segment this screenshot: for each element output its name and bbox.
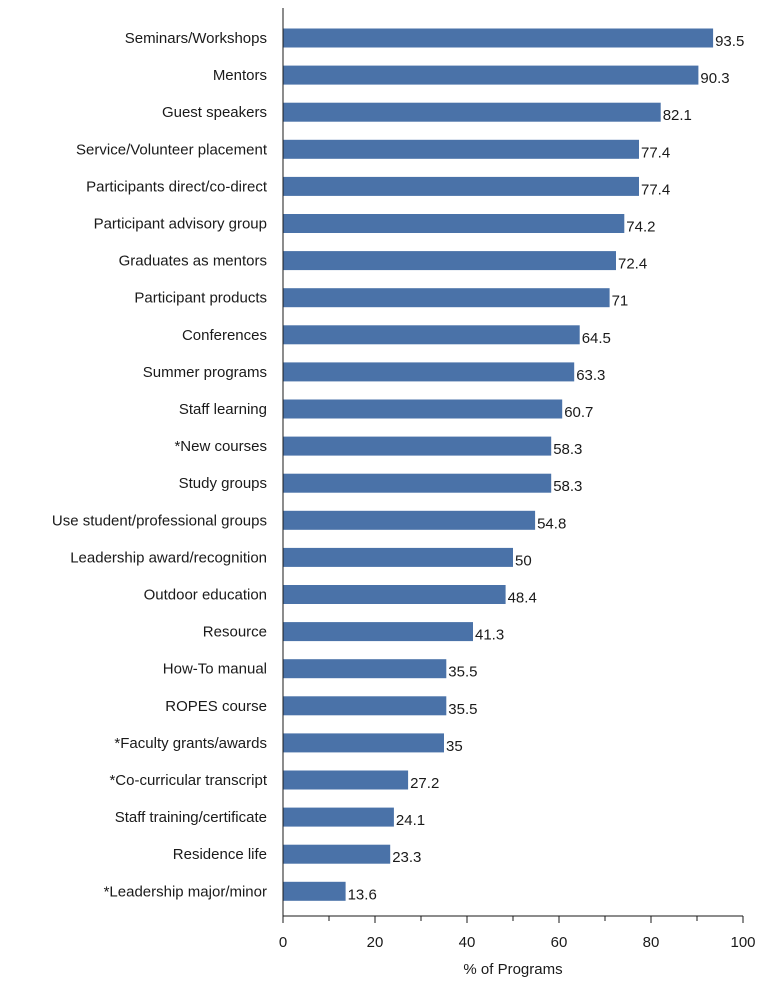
value-label-2: 82.1 — [663, 107, 692, 124]
bar-6 — [283, 251, 616, 271]
category-label-16: Resource — [203, 624, 267, 641]
category-label-8: Conferences — [182, 327, 267, 344]
category-label-4: Participants direct/co-direct — [86, 178, 268, 195]
bar-14 — [283, 547, 513, 567]
value-label-22: 23.3 — [392, 849, 421, 866]
bar-5 — [283, 214, 625, 233]
category-label-18: ROPES course — [165, 698, 267, 715]
category-label-1: Mentors — [213, 67, 267, 84]
category-label-10: Staff learning — [179, 401, 267, 418]
value-label-9: 63.3 — [576, 367, 605, 384]
bar-0 — [283, 28, 714, 48]
x-axis-title: % of Programs — [463, 961, 562, 978]
x-tick-label-80: 80 — [643, 934, 660, 951]
x-ticks-group: 0 20 40 60 80 100 — [279, 916, 756, 951]
category-label-17: How-To manual — [163, 661, 267, 678]
value-label-23: 13.6 — [348, 886, 377, 903]
category-label-14: Leadership award/recognition — [70, 549, 267, 566]
category-label-23: *Leadership major/minor — [104, 883, 267, 900]
value-label-8: 64.5 — [582, 330, 611, 347]
category-label-6: Graduates as mentors — [119, 253, 267, 270]
category-label-20: *Co-curricular transcript — [109, 772, 267, 789]
bar-1 — [283, 65, 699, 85]
bar-13 — [283, 510, 536, 530]
value-label-5: 74.2 — [626, 219, 655, 236]
value-label-1: 90.3 — [700, 70, 729, 87]
value-label-14: 50 — [515, 552, 532, 569]
value-label-11: 58.3 — [553, 441, 582, 458]
value-label-15: 48.4 — [508, 590, 537, 607]
bar-2 — [283, 102, 661, 122]
value-label-13: 54.8 — [537, 515, 566, 532]
value-label-19: 35 — [446, 738, 463, 755]
bar-3 — [283, 139, 639, 159]
value-label-20: 27.2 — [410, 775, 439, 792]
bar-23 — [283, 881, 346, 901]
bars-group — [283, 28, 714, 901]
value-labels-group: 93.5 90.3 82.1 77.4 77.4 74.2 72.4 71 64.5 63.3 60… — [348, 33, 745, 903]
category-label-15: Outdoor education — [144, 587, 267, 604]
value-label-7: 71 — [612, 293, 629, 310]
bar-4 — [283, 176, 639, 196]
bar-22 — [283, 844, 391, 864]
value-label-6: 72.4 — [618, 256, 647, 273]
bar-11 — [283, 436, 552, 456]
category-label-12: Study groups — [179, 475, 267, 492]
bar-20 — [283, 770, 409, 790]
category-label-9: Summer programs — [143, 364, 267, 381]
category-label-3: Service/Volunteer placement — [76, 141, 268, 158]
bar-19 — [283, 733, 444, 753]
value-label-17: 35.5 — [448, 664, 477, 681]
value-label-12: 58.3 — [553, 478, 582, 495]
x-tick-label-20: 20 — [367, 934, 384, 951]
bar-18 — [283, 696, 447, 716]
x-tick-label-40: 40 — [459, 934, 476, 951]
category-label-2: Guest speakers — [162, 104, 267, 121]
value-label-3: 77.4 — [641, 144, 670, 161]
category-label-19: *Faculty grants/awards — [114, 735, 267, 752]
x-tick-label-0: 0 — [279, 934, 287, 951]
category-label-11: *New courses — [174, 438, 267, 455]
bar-15 — [283, 585, 506, 604]
category-label-13: Use student/professional groups — [52, 512, 267, 529]
bar-10 — [283, 399, 563, 419]
category-label-7: Participant products — [134, 290, 267, 307]
category-labels-group: Seminars/Workshops Mentors Guest speakers S… — [52, 30, 268, 900]
value-label-18: 35.5 — [448, 701, 477, 718]
bar-21 — [283, 807, 394, 827]
bar-8 — [283, 325, 580, 345]
x-tick-label-60: 60 — [551, 934, 568, 951]
category-label-5: Participant advisory group — [94, 216, 267, 233]
value-label-10: 60.7 — [564, 404, 593, 421]
value-label-16: 41.3 — [475, 627, 504, 644]
category-label-0: Seminars/Workshops — [125, 30, 267, 47]
bar-7 — [283, 288, 610, 308]
category-label-22: Residence life — [173, 846, 267, 863]
x-tick-label-100: 100 — [730, 934, 755, 951]
bar-9 — [283, 362, 575, 382]
category-label-21: Staff training/certificate — [115, 809, 267, 826]
bar-16 — [283, 622, 473, 642]
bar-17 — [283, 659, 447, 679]
bar-12 — [283, 473, 552, 493]
value-label-4: 77.4 — [641, 181, 670, 198]
value-label-21: 24.1 — [396, 812, 425, 829]
value-label-0: 93.5 — [715, 33, 744, 50]
